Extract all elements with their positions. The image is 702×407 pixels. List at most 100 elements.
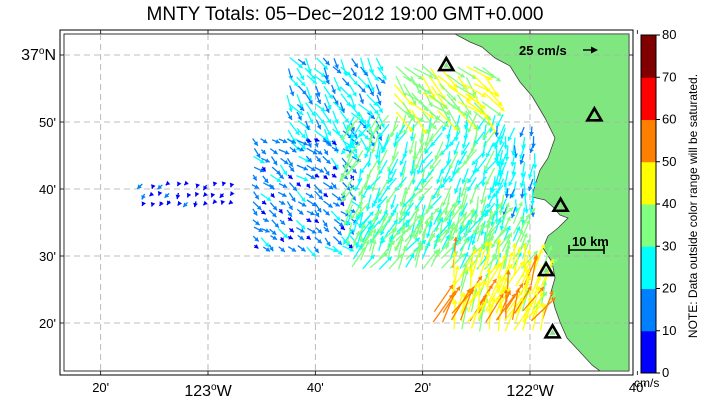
current-vector (340, 124, 355, 141)
current-vector (359, 159, 371, 175)
current-vector (323, 85, 334, 100)
current-vector (385, 186, 399, 204)
current-vector (415, 246, 422, 268)
current-vector (532, 153, 538, 169)
current-vector (332, 95, 339, 106)
current-vector (252, 219, 261, 226)
current-vector (466, 65, 493, 81)
current-vector (288, 76, 299, 87)
current-vector (287, 235, 294, 240)
current-vectors (136, 57, 559, 332)
current-vector (342, 245, 355, 252)
current-vector (360, 219, 372, 235)
current-vector (212, 181, 218, 187)
current-vector (436, 168, 444, 184)
scale-arrow-label: 25 cm/s (519, 43, 567, 58)
current-vector (182, 201, 189, 208)
current-vector (421, 75, 436, 99)
current-vector (305, 183, 311, 189)
current-vector (485, 231, 492, 251)
current-vector (314, 173, 320, 178)
current-vector (440, 224, 453, 243)
current-vector (297, 234, 305, 241)
current-vector (415, 150, 424, 170)
current-vector (202, 191, 208, 197)
current-vector (323, 148, 329, 156)
current-vector (433, 284, 454, 313)
current-vector (467, 113, 478, 134)
current-vector (460, 262, 468, 287)
current-vector (315, 85, 321, 97)
current-vector (341, 77, 350, 87)
current-vector (485, 167, 496, 186)
current-vector (221, 181, 227, 187)
current-vector (388, 253, 403, 270)
current-vector (499, 161, 508, 177)
longitude-label: 40' (307, 380, 324, 395)
colorbar-tick-label: 30 (662, 238, 676, 253)
current-vector (279, 219, 286, 226)
current-vector (306, 164, 316, 172)
colorbar-swatch (641, 330, 656, 374)
current-vector (505, 269, 511, 302)
current-vector (502, 202, 510, 224)
current-vector (193, 201, 198, 208)
current-vector (370, 211, 379, 233)
current-vector (296, 181, 302, 187)
current-vector (314, 209, 320, 218)
current-vector (166, 200, 172, 206)
current-vector (260, 157, 271, 163)
current-vector (505, 290, 524, 314)
current-vector (157, 184, 163, 190)
current-vector (252, 208, 258, 216)
colorbar-note-text: NOTE: Data outside color range will be s… (686, 73, 700, 339)
current-vector (296, 208, 304, 216)
current-vector (467, 233, 475, 251)
current-vector (296, 139, 308, 146)
current-vector (323, 226, 330, 233)
current-vector (288, 103, 304, 116)
current-vector (277, 228, 289, 239)
current-vector (332, 202, 341, 207)
current-vector (296, 164, 309, 171)
current-vector (322, 209, 330, 216)
current-vector (305, 102, 316, 117)
current-vector (370, 239, 377, 259)
current-vector (411, 102, 435, 119)
current-vector (512, 242, 517, 270)
current-vector (289, 85, 295, 97)
current-vector (466, 176, 477, 192)
current-vector (322, 120, 332, 137)
current-vector (511, 162, 517, 176)
current-vector (278, 173, 285, 180)
current-vector (448, 204, 463, 223)
plot-frame (59, 29, 634, 376)
current-vector (448, 167, 460, 183)
current-vector (202, 200, 208, 206)
current-vector (375, 57, 384, 72)
current-vector (378, 235, 385, 252)
current-vector (360, 137, 369, 152)
current-vector (149, 191, 155, 197)
current-vector (314, 218, 320, 224)
current-vector (369, 251, 389, 269)
current-vector (515, 260, 532, 287)
current-vector (541, 280, 548, 305)
current-vector (348, 75, 359, 86)
current-vector (418, 213, 425, 235)
longitude-label: 40' (629, 380, 646, 395)
current-vector (483, 92, 506, 112)
current-vector (313, 246, 320, 254)
current-vector (494, 217, 502, 234)
current-vector (422, 220, 430, 243)
scale-bar: 10 km (568, 234, 609, 254)
current-vector (253, 155, 265, 164)
current-vector (340, 93, 351, 107)
current-vector (509, 188, 516, 199)
current-vector (348, 84, 357, 97)
current-vector (448, 151, 459, 170)
current-vector (496, 285, 507, 314)
current-vector (314, 137, 320, 142)
current-vector (305, 94, 314, 105)
current-vector (513, 247, 522, 276)
